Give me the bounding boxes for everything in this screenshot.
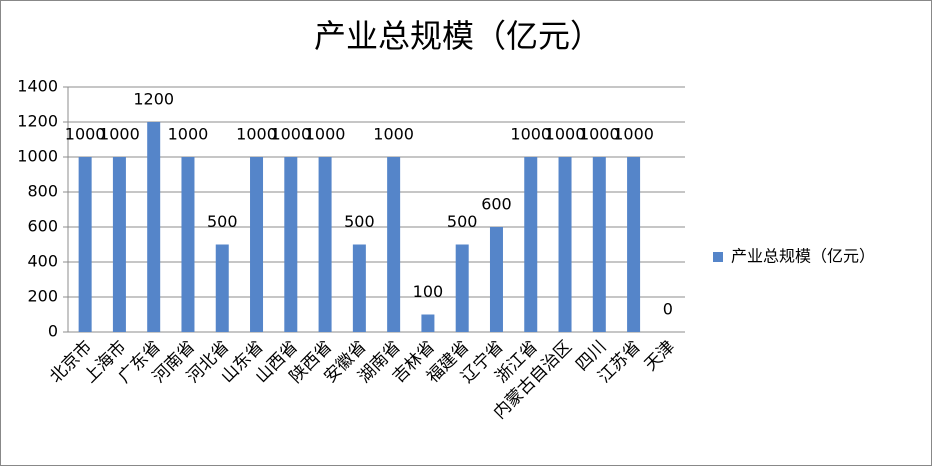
y-tick-label: 0 — [48, 322, 58, 341]
bar — [215, 244, 229, 332]
bar — [421, 314, 435, 332]
bar — [558, 157, 572, 332]
y-tick-label: 800 — [27, 182, 58, 201]
data-label: 500 — [207, 212, 238, 231]
bar — [147, 122, 161, 332]
legend-label: 产业总规模（亿元） — [731, 247, 875, 266]
data-label: 500 — [447, 212, 478, 231]
y-tick-label: 400 — [27, 252, 58, 271]
data-label: 1000 — [168, 125, 209, 144]
data-label: 1000 — [99, 125, 140, 144]
bar — [318, 157, 332, 332]
data-label: 1000 — [236, 125, 277, 144]
y-tick-label: 200 — [27, 287, 58, 306]
data-label: 1200 — [133, 90, 174, 109]
data-label: 1000 — [373, 125, 414, 144]
data-label: 1000 — [65, 125, 106, 144]
data-label: 1000 — [545, 125, 586, 144]
bar — [489, 227, 503, 332]
bar — [627, 157, 641, 332]
y-tick-label: 600 — [27, 217, 58, 236]
data-label: 1000 — [510, 125, 551, 144]
legend-swatch — [713, 252, 723, 262]
bar — [524, 157, 538, 332]
data-label: 1000 — [305, 125, 346, 144]
bar — [592, 157, 606, 332]
y-tick-label: 1000 — [17, 147, 58, 166]
data-label: 500 — [344, 212, 375, 231]
data-label: 1000 — [579, 125, 620, 144]
data-label: 1000 — [270, 125, 311, 144]
bar — [78, 157, 92, 332]
data-label: 600 — [481, 195, 512, 214]
data-label: 1000 — [613, 125, 654, 144]
bar — [387, 157, 401, 332]
y-tick-label: 1400 — [17, 77, 58, 96]
bar — [352, 244, 366, 332]
data-label: 100 — [413, 282, 444, 301]
data-label: 0 — [663, 300, 673, 319]
chart-title: 产业总规模（亿元） — [314, 17, 602, 55]
bar — [112, 157, 126, 332]
bar — [284, 157, 298, 332]
bar — [250, 157, 264, 332]
bar — [455, 244, 469, 332]
y-tick-label: 1200 — [17, 112, 58, 131]
bar — [181, 157, 195, 332]
